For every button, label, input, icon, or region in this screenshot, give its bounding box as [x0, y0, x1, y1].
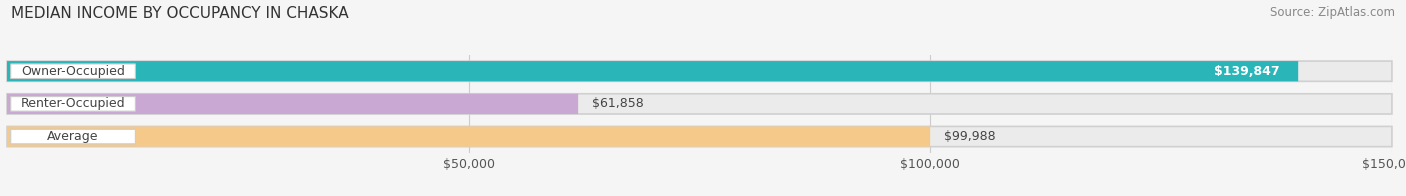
- FancyBboxPatch shape: [7, 61, 1392, 81]
- Text: Renter-Occupied: Renter-Occupied: [21, 97, 125, 110]
- FancyBboxPatch shape: [7, 94, 1392, 114]
- FancyBboxPatch shape: [7, 126, 1392, 147]
- Text: $139,847: $139,847: [1215, 65, 1279, 78]
- Text: $99,988: $99,988: [943, 130, 995, 143]
- FancyBboxPatch shape: [7, 126, 931, 147]
- FancyBboxPatch shape: [7, 94, 578, 114]
- Text: Average: Average: [48, 130, 98, 143]
- FancyBboxPatch shape: [11, 64, 135, 79]
- Text: MEDIAN INCOME BY OCCUPANCY IN CHASKA: MEDIAN INCOME BY OCCUPANCY IN CHASKA: [11, 6, 349, 21]
- Text: Source: ZipAtlas.com: Source: ZipAtlas.com: [1270, 6, 1395, 19]
- FancyBboxPatch shape: [11, 97, 135, 111]
- Text: Owner-Occupied: Owner-Occupied: [21, 65, 125, 78]
- Text: $61,858: $61,858: [592, 97, 644, 110]
- FancyBboxPatch shape: [7, 61, 1298, 81]
- FancyBboxPatch shape: [11, 129, 135, 144]
